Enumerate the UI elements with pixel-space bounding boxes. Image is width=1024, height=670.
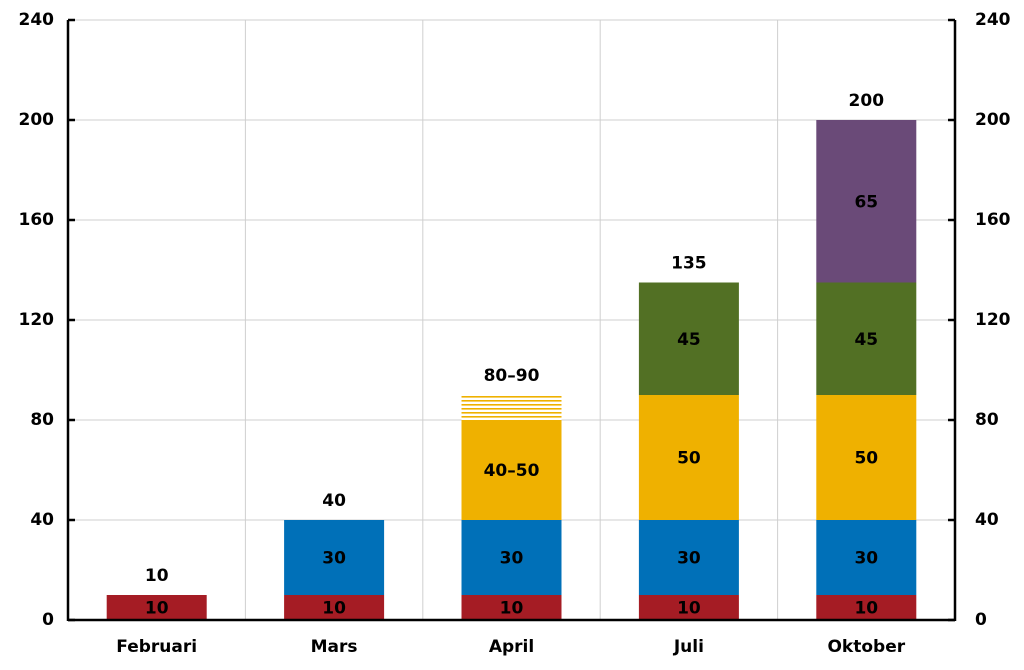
y-tick-label: 120	[19, 310, 55, 330]
segment-label: 45	[854, 330, 878, 350]
y2-tick-label: 120	[975, 310, 1011, 330]
bar-segment	[638, 595, 739, 620]
total-label: 80–90	[484, 366, 540, 386]
segment-label: 10	[145, 599, 169, 619]
segment-label: 30	[854, 549, 878, 569]
segment-label: 10	[322, 599, 346, 619]
y2-tick-label: 200	[975, 110, 1011, 130]
bar-segment	[106, 595, 207, 620]
x-tick-label: Oktober	[827, 637, 905, 657]
x-tick-label: April	[489, 637, 534, 657]
total-label: 10	[145, 566, 169, 586]
segment-label: 10	[854, 599, 878, 619]
segment-label: 50	[854, 449, 878, 469]
y-tick-label: 0	[42, 610, 54, 630]
bar-segment	[816, 595, 917, 620]
segment-label: 40–50	[484, 461, 540, 481]
y2-tick-label: 160	[975, 210, 1011, 230]
segment-label: 10	[677, 599, 701, 619]
y-tick-label: 200	[19, 110, 55, 130]
x-tick-label: Mars	[311, 637, 358, 657]
bar-segment	[638, 282, 739, 395]
bar-segment	[284, 520, 385, 595]
bar-segment	[461, 520, 562, 595]
bar-segment	[816, 282, 917, 395]
y2-tick-label: 40	[975, 510, 999, 530]
y2-tick-label: 80	[975, 410, 999, 430]
total-label: 200	[849, 91, 885, 111]
bar-segment	[461, 420, 562, 520]
bar-segment	[638, 395, 739, 520]
y-tick-label: 40	[30, 510, 54, 530]
total-label: 40	[322, 491, 346, 511]
segment-label: 30	[322, 549, 346, 569]
segment-label: 10	[500, 599, 524, 619]
x-tick-label: Juli	[673, 637, 704, 657]
y-tick-label: 160	[19, 210, 55, 230]
bar-segment	[284, 595, 385, 620]
segment-label: 50	[677, 449, 701, 469]
total-label: 135	[671, 254, 707, 274]
bar-segment-range	[461, 395, 562, 420]
x-tick-label: Februari	[116, 637, 197, 657]
y-tick-label: 80	[30, 410, 54, 430]
segment-label: 30	[677, 549, 701, 569]
y-tick-label: 240	[19, 10, 55, 30]
bar-segment	[816, 120, 917, 283]
bar-segment	[461, 595, 562, 620]
y2-tick-label: 240	[975, 10, 1011, 30]
bar-segment	[816, 520, 917, 595]
segment-label: 65	[854, 192, 878, 212]
bar-segment	[638, 520, 739, 595]
segment-label: 45	[677, 330, 701, 350]
bar-segment	[816, 395, 917, 520]
segment-label: 30	[500, 549, 524, 569]
y2-tick-label: 0	[975, 610, 987, 630]
